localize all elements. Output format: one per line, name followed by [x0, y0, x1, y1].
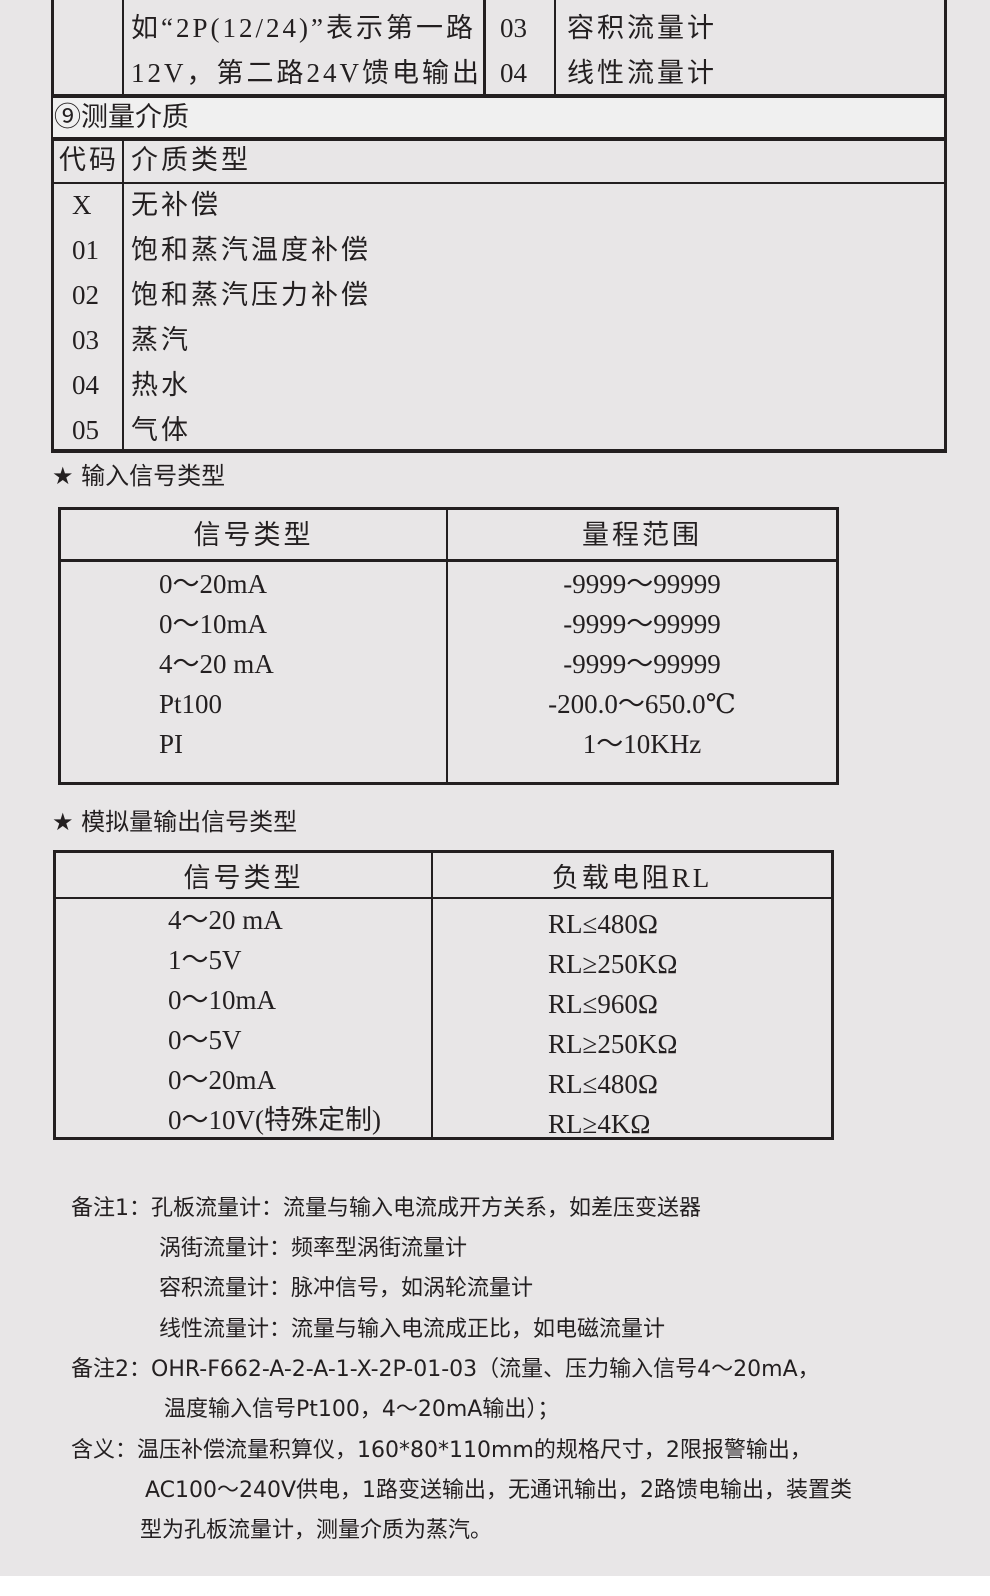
load-resistance: RL≤480Ω	[548, 1069, 658, 1099]
signal-range: -9999～99999	[563, 569, 721, 599]
signal-range: 1～10KHz	[582, 729, 702, 759]
medium-code: 05	[72, 415, 99, 445]
signal-range: -9999～99999	[563, 609, 721, 639]
column-divider	[122, 0, 124, 95]
header-code: 代码	[59, 145, 119, 175]
signal-type: 0～20mA	[159, 569, 267, 599]
medium-type: 蒸汽	[131, 325, 191, 355]
medium-code: 01	[72, 235, 99, 265]
table-border	[51, 449, 947, 453]
device-code: 03	[500, 13, 527, 43]
section-title: ⑨测量介质	[54, 102, 189, 132]
signal-type: 4～20 mA	[159, 649, 274, 679]
signal-type: 0～10mA	[159, 609, 267, 639]
input-signal-table: 信号类型 量程范围 0～20mA -9999～99999 0～10mA -999…	[58, 507, 839, 785]
note-line: 备注1：孔板流量计：流量与输入电流成开方关系，如差压变送器	[71, 1196, 701, 1221]
device-label: 线性流量计	[567, 58, 717, 88]
feed-description: 如“2P(12/24)”表示第一路	[131, 13, 476, 43]
row-divider	[51, 182, 947, 184]
medium-code: 02	[72, 280, 99, 310]
signal-type: 4～20 mA	[168, 905, 283, 935]
column-divider	[431, 853, 433, 1137]
output-signal-table: 信号类型 负载电阻RL 4～20 mA RL≤480Ω 1～5V RL≥250K…	[53, 850, 834, 1140]
medium-type: 气体	[131, 415, 191, 445]
signal-range: -9999～99999	[563, 649, 721, 679]
row-divider	[51, 94, 947, 98]
load-resistance: RL≤480Ω	[548, 909, 658, 939]
note-line: 备注2：OHR-F662-A-2-A-1-X-2P-01-03（流量、压力输入信…	[71, 1357, 820, 1382]
signal-type: PI	[159, 729, 184, 759]
header-divider	[61, 559, 836, 562]
header-load-resistance: 负载电阻RL	[551, 863, 713, 893]
note-line: 涡街流量计：频率型涡街流量计	[159, 1236, 468, 1261]
medium-code: X	[72, 190, 92, 220]
medium-type: 热水	[131, 370, 191, 400]
load-resistance: RL≤960Ω	[548, 989, 658, 1019]
table-border	[51, 0, 54, 450]
signal-type: Pt100	[159, 689, 223, 719]
header-signal-type: 信号类型	[183, 863, 304, 893]
load-resistance: RL≥4KΩ	[548, 1109, 651, 1139]
signal-range: -200.0～650.0℃	[548, 689, 736, 719]
signal-type: 0～5V	[168, 1025, 242, 1055]
note-line: 容积流量计：脉冲信号，如涡轮流量计	[159, 1276, 534, 1301]
table-border	[944, 0, 947, 450]
medium-type: 饱和蒸汽温度补偿	[131, 235, 371, 265]
medium-code: 03	[72, 325, 99, 355]
section-title-band	[53, 97, 944, 138]
note-line: 含义：温压补偿流量积算仪，160*80*110mm的规格尺寸，2限报警输出，	[71, 1438, 812, 1463]
column-divider	[122, 140, 124, 450]
header-signal-type: 信号类型	[193, 520, 314, 550]
column-divider	[483, 0, 486, 95]
column-divider	[446, 510, 448, 782]
medium-code: 04	[72, 370, 99, 400]
output-section-title: ★ 模拟量输出信号类型	[52, 808, 298, 836]
header-divider	[56, 897, 831, 899]
signal-type: 0～20mA	[168, 1065, 276, 1095]
medium-type: 无补偿	[131, 190, 221, 220]
feed-description: 12V，第二路24V馈电输出	[131, 58, 482, 88]
note-line: 线性流量计：流量与输入电流成正比，如电磁流量计	[159, 1317, 666, 1342]
signal-type: 0～10mA	[168, 985, 276, 1015]
load-resistance: RL≥250KΩ	[548, 1029, 678, 1059]
device-code: 04	[500, 58, 527, 88]
header-type: 介质类型	[131, 145, 251, 175]
input-section-title: ★ 输入信号类型	[52, 462, 226, 490]
signal-type: 0～10V(特殊定制)	[168, 1105, 381, 1135]
row-divider	[51, 137, 947, 141]
header-range: 量程范围	[582, 520, 702, 550]
note-line: AC100～240V供电，1路变送输出，无通讯输出，2路馈电输出，装置类	[145, 1478, 853, 1503]
device-label: 容积流量计	[567, 13, 717, 43]
signal-type: 1～5V	[168, 945, 242, 975]
note-line: 温度输入信号Pt100，4～20mA输出）；	[164, 1397, 560, 1422]
column-divider	[554, 0, 556, 95]
note-line: 型为孔板流量计，测量介质为蒸汽。	[140, 1518, 493, 1543]
load-resistance: RL≥250KΩ	[548, 949, 678, 979]
medium-type: 饱和蒸汽压力补偿	[131, 280, 371, 310]
